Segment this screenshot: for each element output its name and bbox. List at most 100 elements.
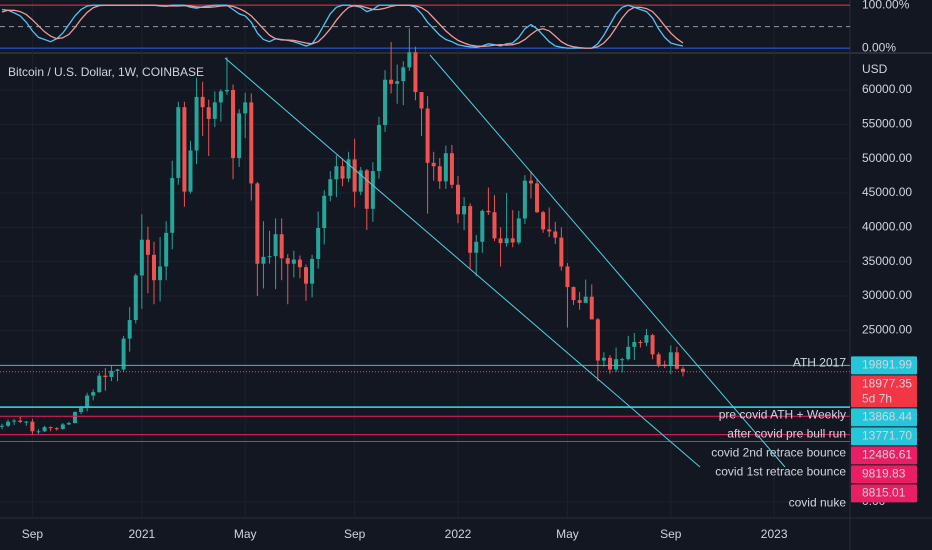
candle-body xyxy=(364,170,369,209)
candle-body xyxy=(407,52,412,68)
candle-body xyxy=(145,239,150,255)
candle-body xyxy=(127,320,132,339)
candle-body xyxy=(462,206,467,215)
candle-body xyxy=(267,256,272,258)
candle-body xyxy=(164,232,169,267)
candle-body xyxy=(237,113,242,158)
candle-body xyxy=(273,234,278,257)
candle-body xyxy=(486,210,491,213)
y-tick-label: 50000.00 xyxy=(862,151,912,165)
candle-body xyxy=(474,241,479,253)
candle-body xyxy=(176,107,181,178)
candle-body xyxy=(24,421,29,423)
candle-body xyxy=(297,259,302,268)
candle-body xyxy=(0,425,4,427)
candle-body xyxy=(595,319,600,361)
y-tick-label: 45000.00 xyxy=(862,185,912,199)
candle-body xyxy=(85,395,90,408)
candle-body xyxy=(109,370,114,378)
candle-body xyxy=(413,52,418,93)
candle-body xyxy=(492,212,497,239)
candle-body xyxy=(571,287,576,301)
candle-body xyxy=(638,342,643,344)
candle-body xyxy=(370,171,375,209)
candle-body xyxy=(72,412,77,424)
candle-body xyxy=(60,424,65,429)
y-tick-label: 25000.00 xyxy=(862,323,912,337)
candle-body xyxy=(522,180,527,219)
candle-body xyxy=(376,125,381,172)
level-label: after covid pre bull run xyxy=(727,427,846,441)
candle-body xyxy=(577,300,582,303)
candle-body xyxy=(322,195,327,229)
trend-line xyxy=(429,54,786,468)
x-tick-label: Sep xyxy=(660,527,682,541)
candle-body xyxy=(528,180,533,184)
candle-body xyxy=(608,357,612,370)
candle-body xyxy=(152,254,156,281)
candle-body xyxy=(668,352,673,367)
candle-body xyxy=(212,102,217,119)
y-tick-label: 60000.00 xyxy=(862,82,912,96)
candle-body xyxy=(182,107,187,192)
y-axis-label: USD xyxy=(862,62,888,76)
candle-body xyxy=(30,421,35,432)
candle-body xyxy=(358,170,363,192)
candle-body xyxy=(510,238,515,243)
level-label: covid 1st retrace bounce xyxy=(715,465,846,479)
overlay: 0.0025000.0030000.0035000.0040000.004500… xyxy=(22,0,917,541)
candle-body xyxy=(541,212,546,230)
candle-body xyxy=(255,183,260,264)
candle-body xyxy=(316,228,321,259)
candle-body xyxy=(680,368,685,372)
price-tag-text: 8815.01 xyxy=(862,486,906,500)
candle-body xyxy=(291,259,296,264)
candle-body xyxy=(224,90,229,92)
candle-body xyxy=(583,296,588,303)
candle-body xyxy=(547,229,552,232)
candle-body xyxy=(431,162,436,167)
candle-body xyxy=(243,102,248,114)
candle-body xyxy=(656,354,661,365)
candle-body xyxy=(614,359,619,370)
candle-body xyxy=(553,231,558,238)
level-label: covid nuke xyxy=(789,496,847,510)
price-tag-text: 19891.99 xyxy=(862,358,912,372)
candle-body xyxy=(620,359,625,361)
stoch-line xyxy=(1,4,684,49)
candle-body xyxy=(589,296,594,320)
candle-body xyxy=(249,102,254,184)
level-label: pre covid ATH + Weekly xyxy=(719,408,846,422)
price-tag xyxy=(851,427,917,446)
candle-body xyxy=(383,79,388,126)
candle-body xyxy=(103,375,108,378)
candle-body xyxy=(559,237,564,267)
candle-body xyxy=(54,428,59,430)
candle-body xyxy=(504,238,509,244)
candle-body xyxy=(304,267,308,284)
candle-body xyxy=(389,79,394,84)
candle-body xyxy=(206,107,211,119)
candle-body xyxy=(42,427,47,432)
candle-body xyxy=(468,206,473,253)
candle-body xyxy=(601,357,606,361)
candle-body xyxy=(231,90,236,158)
stoch-tick-label: 0.00% xyxy=(862,40,896,54)
stoch-tick-label: 100.00% xyxy=(862,0,910,11)
candle-body xyxy=(419,92,424,109)
price-tag xyxy=(851,446,917,465)
price-tag xyxy=(851,465,917,484)
candle-body xyxy=(395,81,400,84)
x-tick-label: May xyxy=(556,527,579,541)
candle-body xyxy=(261,256,266,264)
candle-body xyxy=(334,166,339,180)
candle-body xyxy=(626,346,631,360)
y-tick-label: 40000.00 xyxy=(862,220,912,234)
x-tick-label: Sep xyxy=(22,527,44,541)
candle-body xyxy=(632,342,637,347)
candle-body xyxy=(133,275,138,321)
candle-body xyxy=(158,266,163,281)
candle-body xyxy=(346,159,351,179)
candle-body xyxy=(66,423,71,425)
